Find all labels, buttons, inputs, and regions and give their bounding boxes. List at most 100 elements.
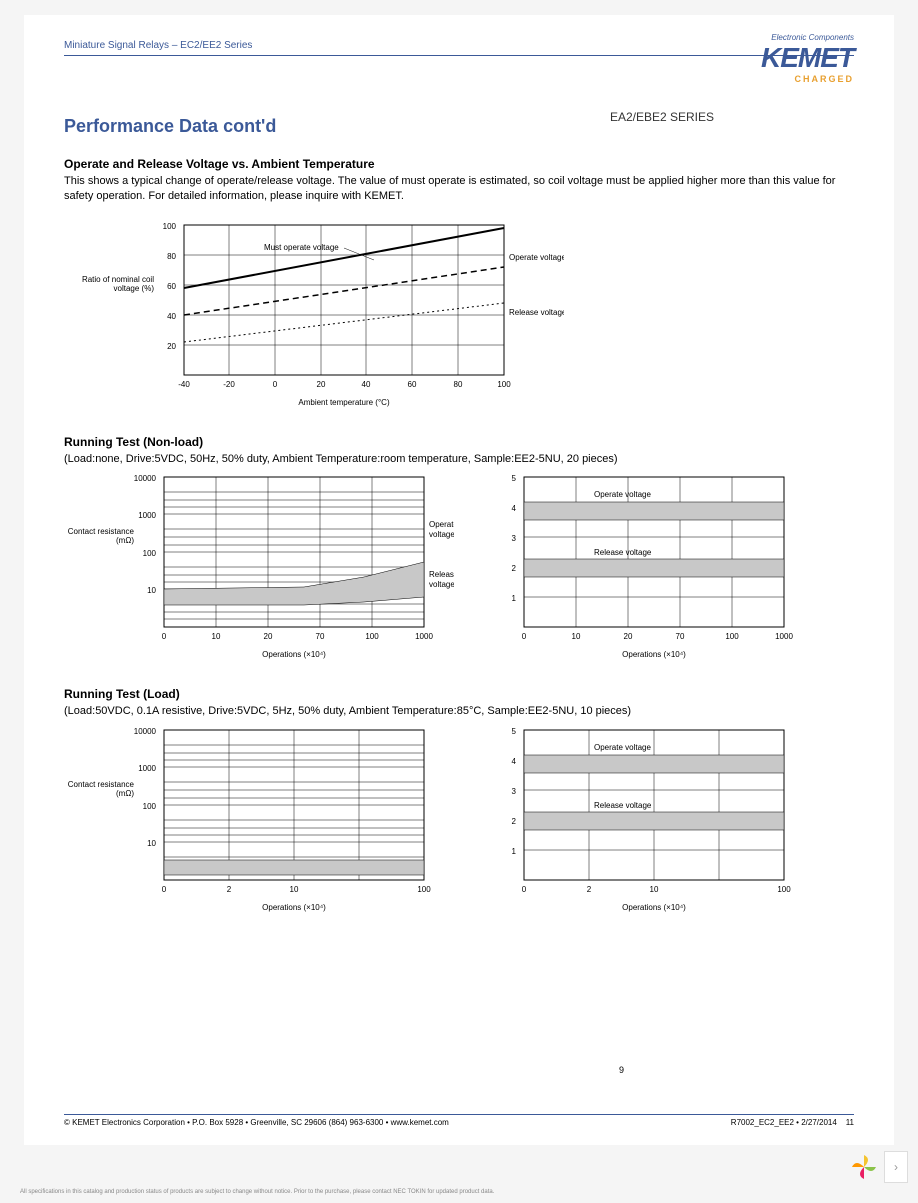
- header-rule: Miniature Signal Relays – EC2/EE2 Series: [64, 35, 854, 56]
- svg-text:60: 60: [408, 380, 417, 389]
- svg-text:Operations (×10⁴): Operations (×10⁴): [262, 650, 326, 659]
- svg-text:10: 10: [290, 885, 299, 894]
- svg-text:0: 0: [162, 632, 167, 641]
- svg-text:70: 70: [316, 632, 325, 641]
- svg-text:10: 10: [212, 632, 221, 641]
- svg-text:20: 20: [624, 632, 633, 641]
- svg-text:80: 80: [454, 380, 463, 389]
- y-axis-label: Ratio of nominal coil voltage (%): [74, 275, 154, 293]
- svg-text:0: 0: [162, 885, 167, 894]
- svg-text:1: 1: [512, 594, 517, 603]
- subsection-title: Operate and Release Voltage vs. Ambient …: [64, 157, 854, 171]
- svg-text:80: 80: [167, 252, 176, 261]
- chart3b-svg: 5 4 3 2 1 0 2 10 100 Operations (×10⁴) O…: [494, 720, 824, 920]
- svg-text:Release: Release: [429, 570, 454, 579]
- svg-text:100: 100: [417, 885, 431, 894]
- svg-text:100: 100: [163, 222, 177, 231]
- inner-page-number: 9: [619, 1065, 624, 1075]
- datasheet-page: Electronic Components KEMET CHARGED Mini…: [24, 15, 894, 1145]
- chart-pair-nonload: Contact resistance (mΩ): [124, 467, 854, 672]
- logo-text: KEMET: [761, 42, 854, 74]
- svg-text:40: 40: [167, 312, 176, 321]
- svg-text:Release voltage: Release voltage: [594, 548, 652, 557]
- svg-text:5: 5: [512, 474, 517, 483]
- svg-text:20: 20: [167, 342, 176, 351]
- svg-text:-40: -40: [178, 380, 190, 389]
- svg-text:100: 100: [725, 632, 739, 641]
- nav-widget: ›: [848, 1151, 908, 1183]
- svg-text:0: 0: [522, 885, 527, 894]
- svg-text:10000: 10000: [134, 727, 157, 736]
- svg-text:5: 5: [512, 727, 517, 736]
- svg-text:Operate voltage: Operate voltage: [594, 490, 651, 499]
- svg-text:Ambient temperature (°C): Ambient temperature (°C): [298, 398, 390, 407]
- svg-text:0: 0: [522, 632, 527, 641]
- svg-text:Release voltage: Release voltage: [594, 801, 652, 810]
- page-footer: © KEMET Electronics Corporation • P.O. B…: [64, 1114, 854, 1127]
- svg-text:Operations (×10⁴): Operations (×10⁴): [622, 903, 686, 912]
- svg-text:1000: 1000: [138, 511, 156, 520]
- svg-text:20: 20: [317, 380, 326, 389]
- section-title: Performance Data cont'd: [64, 116, 854, 137]
- svg-text:40: 40: [362, 380, 371, 389]
- breadcrumb: Miniature Signal Relays – EC2/EE2 Series: [64, 40, 252, 51]
- next-page-button[interactable]: ›: [884, 1151, 908, 1183]
- subsection-title: Running Test (Non-load): [64, 435, 854, 449]
- chart2a-svg: 10000 1000 100 10 0 10 20 70 100 1000 Op…: [124, 467, 454, 667]
- logo-tagline: Electronic Components: [761, 33, 854, 42]
- page-number: 11: [846, 1118, 854, 1127]
- svg-text:voltage: voltage: [429, 580, 454, 589]
- brand-logo: Electronic Components KEMET CHARGED: [761, 33, 854, 84]
- subsection-body: (Load:50VDC, 0.1A resistive, Drive:5VDC,…: [64, 704, 854, 719]
- subsection-title: Running Test (Load): [64, 687, 854, 701]
- svg-text:70: 70: [676, 632, 685, 641]
- svg-text:3: 3: [512, 534, 517, 543]
- subsection-body: This shows a typical change of operate/r…: [64, 174, 854, 205]
- svg-text:Must operate voltage: Must operate voltage: [264, 243, 339, 252]
- svg-text:10000: 10000: [134, 474, 157, 483]
- svg-text:2: 2: [227, 885, 232, 894]
- chart-operate-release: Ratio of nominal coil voltage (%): [144, 215, 854, 420]
- svg-text:4: 4: [512, 504, 517, 513]
- svg-text:Release voltage (typical): Release voltage (typical): [509, 308, 564, 317]
- chart2b-svg: 5 4 3 2 1 0 10 20 70 100 1000 Operations…: [494, 467, 824, 667]
- svg-text:20: 20: [264, 632, 273, 641]
- svg-text:1000: 1000: [138, 764, 156, 773]
- svg-text:10: 10: [572, 632, 581, 641]
- svg-text:2: 2: [512, 817, 517, 826]
- subsection-body: (Load:none, Drive:5VDC, 50Hz, 50% duty, …: [64, 452, 854, 467]
- svg-text:1000: 1000: [415, 632, 433, 641]
- svg-text:voltage: voltage: [429, 530, 454, 539]
- footer-left: © KEMET Electronics Corporation • P.O. B…: [64, 1118, 449, 1127]
- svg-text:0: 0: [273, 380, 278, 389]
- svg-text:-20: -20: [223, 380, 235, 389]
- svg-text:60: 60: [167, 282, 176, 291]
- svg-text:100: 100: [143, 802, 157, 811]
- series-label: EA2/EBE2 SERIES: [610, 110, 714, 124]
- svg-text:Operate: Operate: [429, 520, 454, 529]
- svg-text:10: 10: [147, 586, 156, 595]
- svg-text:100: 100: [143, 549, 157, 558]
- chart-pair-load: Contact resistance (mΩ): [124, 720, 854, 925]
- svg-text:100: 100: [365, 632, 379, 641]
- svg-text:2: 2: [512, 564, 517, 573]
- svg-text:10: 10: [650, 885, 659, 894]
- section-running-nonload: Running Test (Non-load) (Load:none, Driv…: [64, 435, 854, 672]
- pinwheel-icon[interactable]: [848, 1151, 880, 1183]
- svg-text:1000: 1000: [775, 632, 793, 641]
- svg-text:100: 100: [497, 380, 511, 389]
- svg-text:4: 4: [512, 757, 517, 766]
- footer-right: R7002_EC2_EE2 • 2/27/2014 11: [731, 1118, 854, 1127]
- y-axis-label: Contact resistance (mΩ): [54, 527, 134, 545]
- y-axis-label: Contact resistance (mΩ): [54, 780, 134, 798]
- svg-text:1: 1: [512, 847, 517, 856]
- svg-text:2: 2: [587, 885, 592, 894]
- section-operate-release: Operate and Release Voltage vs. Ambient …: [64, 157, 854, 420]
- svg-text:Operate voltage (typical): Operate voltage (typical): [509, 253, 564, 262]
- svg-text:100: 100: [777, 885, 791, 894]
- disclaimer-text: All specifications in this catalog and p…: [20, 1189, 494, 1195]
- svg-text:3: 3: [512, 787, 517, 796]
- chart3a-svg: 10000 1000 100 10 0 2 10 100 Operations …: [124, 720, 454, 920]
- section-running-load: Running Test (Load) (Load:50VDC, 0.1A re…: [64, 687, 854, 924]
- svg-text:Operations (×10⁴): Operations (×10⁴): [622, 650, 686, 659]
